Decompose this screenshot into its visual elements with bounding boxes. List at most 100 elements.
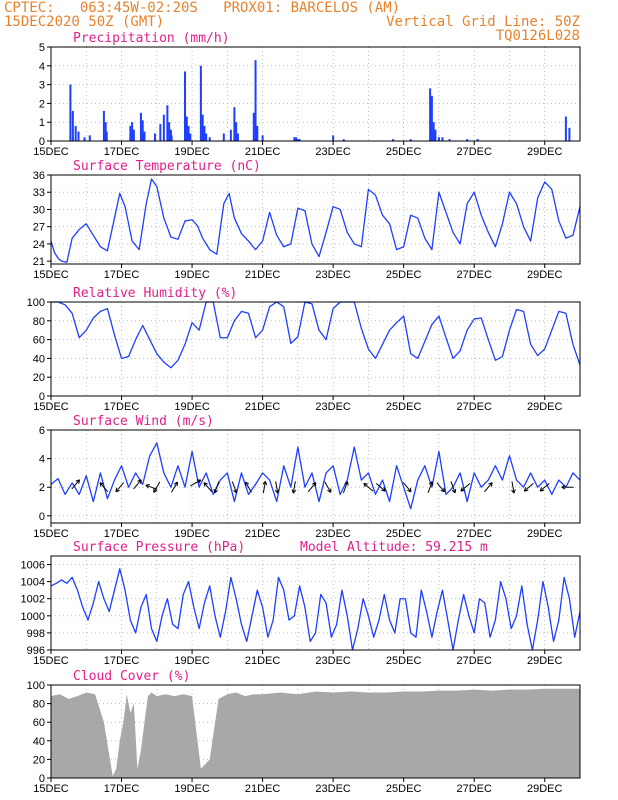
y-tick-label: 1 [39, 117, 45, 129]
x-tick-label: 25DEC [386, 783, 422, 795]
wind-arrow [145, 484, 158, 490]
precip-bar [261, 135, 264, 141]
x-tick-label: 27DEC [456, 146, 492, 158]
x-tick-label: 25DEC [386, 528, 422, 540]
precip-bar [392, 139, 395, 141]
x-tick-label: 19DEC [174, 269, 210, 281]
y-tick-label: 1006 [21, 560, 45, 572]
precip-bar [185, 116, 188, 141]
wind-arrow [363, 482, 374, 492]
x-tick-label: 21DEC [245, 528, 281, 540]
pressure-panel: 996 998 1000 1002 1004 1006 15DEC 17DEC 19DEC 21D… [21, 540, 581, 667]
header-line1: CPTEC: 063:45W-02:20S PROX01: BARCELOS (… [4, 0, 401, 16]
x-tick-label: 21DEC [245, 655, 281, 667]
precip-bar [448, 139, 451, 141]
precip-bar [141, 120, 144, 141]
temperature-frame [50, 174, 581, 265]
pressure-series-line [50, 568, 581, 651]
x-tick-label: 21DEC [245, 269, 281, 281]
precip-bar [256, 125, 259, 141]
y-tick-label: 80 [33, 699, 45, 711]
x-tick-label: 27DEC [456, 269, 492, 281]
precip-panel: 0 1 2 3 4 5 15DEC 17DEC 19DEC 21DEC 23DEC 25DEC 27DE… [33, 31, 581, 158]
precip-bar [236, 133, 239, 141]
precip-bar [254, 60, 257, 141]
precip-bar [131, 122, 134, 141]
y-tick-label: 30 [33, 204, 45, 216]
temperature-title: Surface Temperature (nC) [73, 159, 261, 174]
wind-arrow [307, 482, 317, 493]
model-altitude-annotation: Model Altitude: 59.215 m [300, 540, 488, 555]
precip-bar [432, 122, 435, 141]
x-tick-label: 29DEC [527, 146, 563, 158]
humidity-panel: 0 20 40 60 80 100 15DEC 17DEC 19DEC 21DEC 23DEC 25D… [27, 286, 581, 413]
x-tick-label: 21DEC [245, 401, 281, 413]
wind-arrow [324, 481, 332, 493]
x-tick-label: 23DEC [315, 655, 351, 667]
precip-bar [139, 112, 142, 141]
wind-arrow [511, 481, 516, 494]
precip-bar [342, 139, 345, 141]
precip-bar [476, 139, 479, 141]
wind-arrow [375, 482, 386, 492]
precip-bar [298, 139, 301, 141]
precip-bar [434, 129, 437, 141]
y-tick-label: 996 [27, 645, 45, 657]
precip-bar [166, 105, 169, 141]
x-tick-label: 29DEC [527, 655, 563, 667]
y-tick-label: 1000 [21, 611, 45, 623]
wind-frame [50, 429, 581, 524]
x-tick-label: 17DEC [104, 783, 140, 795]
wind-title: Surface Wind (m/s) [73, 414, 214, 429]
humidity-series-line [51, 301, 581, 369]
wind-arrow [561, 484, 574, 490]
y-tick-label: 4 [39, 454, 45, 466]
x-tick-label: 15DEC [33, 655, 69, 667]
pressure-frame [50, 555, 581, 651]
wind-arrow [213, 481, 220, 494]
y-tick-label: 0 [39, 391, 45, 403]
wind-arrow [231, 481, 238, 494]
wind-arrow [436, 482, 446, 493]
y-tick-label: 3 [39, 80, 45, 92]
wind-arrow [523, 482, 534, 492]
x-tick-label: 27DEC [456, 655, 492, 667]
wind-arrow [274, 481, 280, 494]
cloud-frame [50, 684, 581, 779]
x-tick-label: 27DEC [456, 528, 492, 540]
x-tick-label: 15DEC [33, 783, 69, 795]
y-tick-label: 4 [39, 61, 45, 73]
precip-bar [184, 71, 187, 141]
precip-bar [143, 131, 146, 141]
precip-bar [69, 84, 72, 141]
y-tick-label: 0 [39, 773, 45, 785]
x-tick-label: 17DEC [104, 655, 140, 667]
precip-bar [88, 135, 91, 141]
y-tick-label: 36 [33, 170, 45, 182]
x-tick-label: 19DEC [174, 528, 210, 540]
precip-bar [189, 133, 192, 141]
precip-bar [162, 114, 165, 141]
y-tick-label: 998 [27, 628, 45, 640]
y-tick-label: 27 [33, 222, 45, 234]
header-date: 15DEC2020 50Z (GMT) [4, 14, 165, 30]
precip-bar [132, 129, 135, 141]
precip-bar [441, 137, 444, 141]
precip-bar [568, 127, 571, 141]
precip-bar [229, 129, 232, 141]
y-tick-label: 80 [33, 316, 45, 328]
x-tick-label: 23DEC [315, 269, 351, 281]
humidity-title: Relative Humidity (%) [73, 286, 237, 301]
wind-arrow [153, 481, 161, 493]
x-tick-label: 23DEC [315, 528, 351, 540]
precip-title: Precipitation (mm/h) [73, 31, 230, 46]
x-tick-label: 17DEC [104, 146, 140, 158]
precip-bar [293, 137, 296, 141]
temperature-series-line [50, 178, 581, 263]
precip-bar [77, 131, 80, 141]
precip-bar [429, 88, 432, 141]
precip-bar [205, 133, 208, 141]
y-tick-label: 21 [33, 256, 45, 268]
x-tick-label: 17DEC [104, 528, 140, 540]
